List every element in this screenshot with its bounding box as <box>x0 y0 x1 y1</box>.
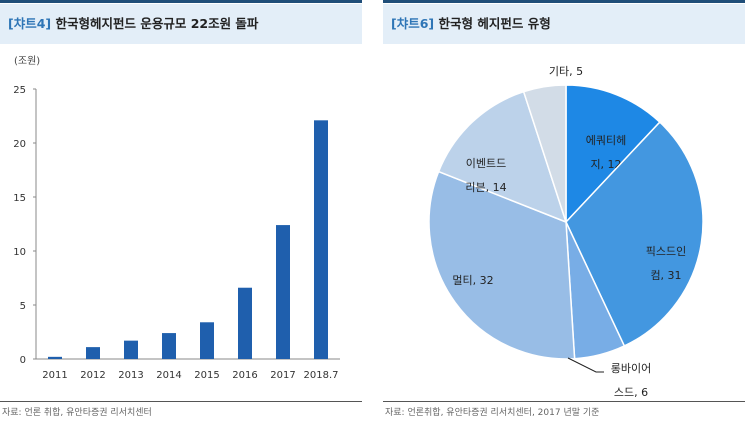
source-note: 자료: 언론 취합, 유안타증권 리서치센터 <box>2 408 152 418</box>
y-tick-label: 25 <box>13 85 26 96</box>
top-rule <box>0 0 362 3</box>
slice-label: 기타, 5 <box>549 65 583 78</box>
pie-slice <box>428 170 576 360</box>
y-tick-label: 0 <box>20 355 26 366</box>
y-tick-label: 15 <box>13 193 26 204</box>
chart-title: 한국형 헤지펀드 유형 <box>438 16 551 31</box>
bar-2018.7 <box>314 120 328 359</box>
leader-line <box>567 357 604 373</box>
pie-slice <box>565 84 661 224</box>
x-tick-label: 2015 <box>194 370 219 381</box>
x-tick-label: 2014 <box>156 370 181 381</box>
x-tick-label: 2013 <box>118 370 143 381</box>
chart-header: [챠트4] 한국형헤지펀드 운용규모 22조원 돌파 <box>0 4 362 44</box>
source-note: 자료: 언론취합, 유안타증권 리서치센터, 2017 년말 기준 <box>385 408 600 418</box>
bar-panel: [챠트4] 한국형헤지펀드 운용규모 22조원 돌파 (조원) 0 5 10 15 20… <box>0 0 362 422</box>
chart-title: 한국형헤지펀드 운용규모 22조원 돌파 <box>55 16 259 31</box>
divider <box>383 401 745 402</box>
x-tick-label: 2012 <box>80 370 105 381</box>
bar-2012 <box>86 347 100 359</box>
bar-2011 <box>48 356 62 359</box>
y-tick-label: 20 <box>13 139 26 150</box>
y-tick-label: 10 <box>13 247 26 258</box>
slice-label: 리븐, 14 <box>465 181 506 194</box>
unit-label: (조원) <box>14 55 40 67</box>
slice-label: 에쿼티헤 <box>586 134 626 147</box>
x-tick-label: 2017 <box>270 370 295 381</box>
slice-label: 픽스드인 <box>646 245 686 258</box>
pie-slice <box>522 84 567 223</box>
bar-2013 <box>124 340 138 359</box>
chart-tag: [챠트4] <box>8 16 52 31</box>
y-tick-label: 5 <box>20 301 26 312</box>
slice-label: 스드, 6 <box>614 386 648 399</box>
bar-2015 <box>200 322 214 359</box>
bar-2014 <box>162 333 176 359</box>
x-tick-label: 2011 <box>42 370 67 381</box>
top-rule <box>383 0 745 3</box>
bar-2016 <box>238 287 252 359</box>
chart-header: [챠트6] 한국형 헤지펀드 유형 <box>383 4 745 44</box>
slice-label: 이벤트드 <box>466 157 506 170</box>
bar-chart: (조원) 0 5 10 15 20 25 2011 2012 2013 2014 2015 2016 2… <box>13 55 340 381</box>
slice-label: 멀티, 32 <box>452 274 493 287</box>
chart-tag: [챠트6] <box>391 16 435 31</box>
slice-label: 컴, 31 <box>650 269 681 282</box>
x-tick-label: 2018.7 <box>304 370 339 381</box>
divider <box>0 401 362 402</box>
bar-2017 <box>276 225 290 359</box>
slice-label: 롱바이어 <box>611 362 651 375</box>
pie-slice <box>565 121 704 347</box>
x-tick-label: 2016 <box>232 370 257 381</box>
slice-label: 지, 12 <box>590 158 621 171</box>
